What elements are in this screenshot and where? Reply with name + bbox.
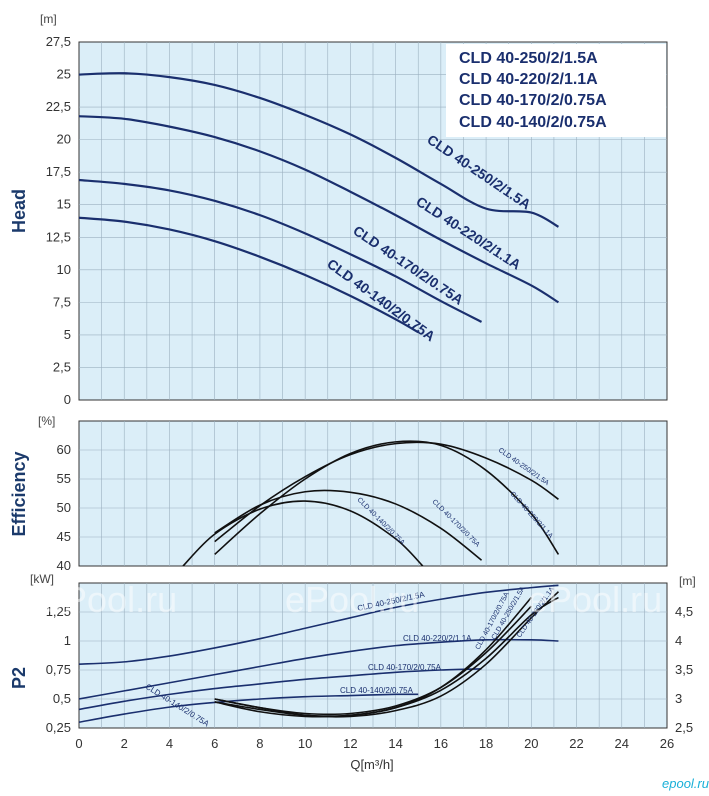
npsh-series-line <box>214 596 532 718</box>
y-tick-label: 55 <box>57 471 71 486</box>
legend-box <box>446 44 666 137</box>
npsh-series-line <box>214 605 532 716</box>
series-line <box>79 584 559 665</box>
y-tick-label: 0,5 <box>53 691 71 706</box>
series-line <box>214 489 483 561</box>
y-tick-label: 0,75 <box>46 662 71 677</box>
x-tick-label: 22 <box>569 736 583 751</box>
y-tick-label: 17,5 <box>46 164 71 179</box>
legend-item-140: CLD 40-140/2/0.75A <box>459 114 607 131</box>
y2-tick-label: 3,5 <box>675 662 693 677</box>
series-line <box>79 638 559 700</box>
x-tick-label: 14 <box>388 736 402 751</box>
series-line <box>79 693 419 723</box>
y-tick-label: 7,5 <box>53 294 71 309</box>
legend-item-250: CLD 40-250/2/1.5A <box>459 50 598 67</box>
series-line <box>182 500 424 566</box>
y-tick-label: 50 <box>57 500 71 515</box>
x-tick-label: 16 <box>434 736 448 751</box>
watermark-left: ePool.ru <box>43 579 177 620</box>
y-tick-label: 2,5 <box>53 359 71 374</box>
y-tick-label: 12,5 <box>46 229 71 244</box>
x-tick-label: 20 <box>524 736 538 751</box>
x-tick-label: 4 <box>166 736 173 751</box>
x-tick-label: 24 <box>615 736 629 751</box>
p2-curve-label-220: CLD 40-220/2/1.1A <box>403 634 472 643</box>
series-line <box>79 178 483 323</box>
series-line <box>79 72 559 228</box>
y-tick-label: 0 <box>64 392 71 407</box>
y-tick-label: 0,25 <box>46 720 71 735</box>
y2-tick-label: 2,5 <box>675 720 693 735</box>
series-line <box>79 115 560 304</box>
series-line <box>214 441 559 543</box>
y-tick-label: 5 <box>64 327 71 342</box>
p2-curve-label-170: CLD 40-170/2/0.75A <box>368 663 442 672</box>
x-tick-label: 6 <box>211 736 218 751</box>
y-tick-label: 45 <box>57 529 71 544</box>
x-tick-label: 8 <box>256 736 263 751</box>
tick-labels: 02,557,51012,51517,52022,52527,540455055… <box>46 34 693 751</box>
y2-tick-label: 4,5 <box>675 604 693 619</box>
y-tick-label: 60 <box>57 442 71 457</box>
x-tick-label: 10 <box>298 736 312 751</box>
y-tick-label: 1 <box>64 633 71 648</box>
npsh-unit-label: [m] <box>679 574 696 588</box>
power-axis-title: P2 <box>9 667 29 689</box>
head-axis-title: Head <box>9 189 29 233</box>
series-line <box>214 440 560 555</box>
head-unit-label: [m] <box>40 12 57 26</box>
y-tick-label: 25 <box>57 67 71 82</box>
y-tick-label: 40 <box>57 558 71 573</box>
y2-tick-label: 4 <box>675 633 682 648</box>
x-axis-title: Q[m³/h] <box>350 757 393 772</box>
y2-tick-label: 3 <box>675 691 682 706</box>
series-line <box>79 668 482 711</box>
efficiency-axis-title: Efficiency <box>9 451 29 536</box>
y-tick-label: 10 <box>57 262 71 277</box>
y-tick-label: 15 <box>57 197 71 212</box>
efficiency-unit-label: [%] <box>38 414 55 428</box>
x-tick-label: 26 <box>660 736 674 751</box>
y-tick-label: 20 <box>57 132 71 147</box>
x-tick-label: 2 <box>121 736 128 751</box>
curves <box>79 72 560 723</box>
y-tick-label: 1,25 <box>46 604 71 619</box>
x-tick-label: 0 <box>75 736 82 751</box>
site-logo: epool.ru <box>662 776 709 791</box>
watermark-center: ePool.ru <box>285 579 419 620</box>
x-tick-label: 12 <box>343 736 357 751</box>
watermark-right: ePool.ru <box>528 579 662 620</box>
power-unit-label: [kW] <box>30 572 54 586</box>
y-tick-label: 22,5 <box>46 99 71 114</box>
series-line <box>79 216 419 334</box>
legend-item-170: CLD 40-170/2/0.75A <box>459 92 607 109</box>
legend-item-220: CLD 40-220/2/1.1A <box>459 71 598 88</box>
x-tick-label: 18 <box>479 736 493 751</box>
y-tick-label: 27,5 <box>46 34 71 49</box>
p2-curve-label-140: CLD 40-140/2/0.75A <box>340 686 414 695</box>
